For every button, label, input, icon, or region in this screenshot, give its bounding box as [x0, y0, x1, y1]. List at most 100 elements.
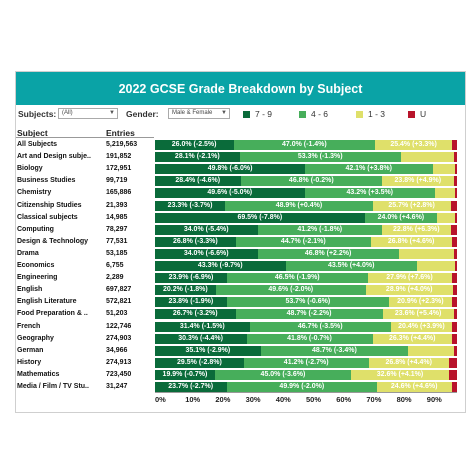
bar-segment-1-3[interactable]	[389, 297, 453, 308]
bar-segment-7-9[interactable]	[155, 176, 241, 187]
bar-segment-U[interactable]	[455, 188, 457, 199]
bar-segment-U[interactable]	[451, 236, 457, 247]
bar-segment-1-3[interactable]	[372, 333, 453, 344]
bar-segment-7-9[interactable]	[155, 382, 227, 392]
bar-segment-U[interactable]	[449, 357, 457, 368]
bar-segment-7-9[interactable]	[155, 164, 306, 175]
bar-segment-1-3[interactable]	[400, 152, 454, 163]
bar-segment-4-6[interactable]	[240, 176, 383, 187]
bar-segment-7-9[interactable]	[155, 212, 365, 223]
bar-segment-7-9[interactable]	[155, 248, 258, 259]
bar-segment-U[interactable]	[455, 164, 457, 175]
bar-segment-U[interactable]	[450, 224, 457, 235]
table-row[interactable]: French 122,746 31.4% (-1.5%) 46.7% (-3.5%) 2…	[16, 321, 465, 332]
bar-segment-1-3[interactable]	[435, 188, 456, 199]
bar-segment-7-9[interactable]	[155, 273, 228, 284]
bar-segment-1-3[interactable]	[408, 345, 454, 356]
table-row[interactable]: History 274,913 29.5% (-2.8%) 41.2% (-2.7%)…	[16, 357, 465, 368]
bar-segment-7-9[interactable]	[155, 224, 258, 235]
bar-segment-7-9[interactable]	[155, 309, 236, 320]
legend-item-u[interactable]: U	[408, 109, 426, 119]
bar-segment-1-3[interactable]	[390, 321, 453, 332]
bar-segment-4-6[interactable]	[257, 248, 399, 259]
bar-segment-4-6[interactable]	[304, 188, 436, 199]
bar-segment-4-6[interactable]	[216, 285, 366, 296]
bar-segment-7-9[interactable]	[155, 285, 216, 296]
table-row[interactable]: Computing 78,297 34.0% (-5.4%) 41.2% (-1.8%…	[16, 224, 465, 235]
table-row[interactable]: Chemistry 165,886 49.6% (-5.0%) 43.2% (+3.5…	[16, 188, 465, 199]
bar-segment-4-6[interactable]	[235, 236, 371, 247]
table-row[interactable]: Geography 274,903 30.3% (-4.4%) 41.8% (-0.7…	[16, 333, 465, 344]
table-row[interactable]: Food Preparation & .. 51,203 26.7% (-3.2%)…	[16, 309, 465, 320]
table-row[interactable]: Biology 172,951 49.8% (-6.0%) 42.1% (+3.8%)	[16, 164, 465, 175]
legend-item-1-3[interactable]: 1 - 3	[356, 109, 385, 119]
bar-segment-4-6[interactable]	[226, 382, 378, 392]
bar-segment-1-3[interactable]	[377, 382, 452, 392]
bar-segment-U[interactable]	[454, 261, 457, 271]
bar-segment-U[interactable]	[453, 285, 457, 296]
table-row[interactable]: Economics 6,755 43.3% (-9.7%) 43.5% (+4.0%)	[16, 261, 465, 271]
legend-item-7-9[interactable]: 7 - 9	[243, 109, 272, 119]
table-row[interactable]: Design & Technology 77,531 26.8% (-3.3%) 44…	[16, 236, 465, 247]
bar-segment-1-3[interactable]	[373, 200, 451, 211]
bar-segment-7-9[interactable]	[155, 152, 240, 163]
bar-segment-4-6[interactable]	[215, 369, 351, 380]
table-row[interactable]: Drama 53,185 34.0% (-6.6%) 46.8% (+2.2%)	[16, 248, 465, 259]
bar-segment-7-9[interactable]	[155, 369, 216, 380]
bar-segment-U[interactable]	[455, 212, 457, 223]
bar-segment-1-3[interactable]	[350, 369, 450, 380]
bar-segment-1-3[interactable]	[370, 236, 452, 247]
bar-segment-4-6[interactable]	[257, 224, 383, 235]
bar-segment-1-3[interactable]	[432, 164, 456, 175]
bar-segment-7-9[interactable]	[155, 357, 245, 368]
bar-segment-7-9[interactable]	[155, 297, 227, 308]
bar-segment-4-6[interactable]	[246, 333, 373, 344]
table-row[interactable]: Media / Film / TV Stu.. 31,247 23.7% (-2.7…	[16, 382, 465, 392]
bar-segment-4-6[interactable]	[227, 273, 368, 284]
table-row[interactable]: Art and Design subje.. 191,852 28.1% (-2.1…	[16, 152, 465, 163]
bar-segment-1-3[interactable]	[399, 248, 454, 259]
gender-filter-select[interactable]: Male & Female ▼	[168, 108, 230, 119]
bar-segment-1-3[interactable]	[367, 273, 452, 284]
bar-segment-7-9[interactable]	[155, 261, 286, 271]
bar-segment-1-3[interactable]	[382, 224, 451, 235]
bar-segment-1-3[interactable]	[417, 261, 455, 271]
bar-segment-4-6[interactable]	[225, 200, 374, 211]
bar-segment-4-6[interactable]	[261, 345, 409, 356]
bar-segment-1-3[interactable]	[382, 309, 454, 320]
table-row[interactable]: Classical subjects 14,985 69.5% (-7.8%) 24.…	[16, 212, 465, 223]
bar-segment-1-3[interactable]	[375, 140, 453, 150]
bar-segment-U[interactable]	[451, 382, 457, 392]
bar-segment-4-6[interactable]	[244, 357, 369, 368]
bar-segment-U[interactable]	[450, 200, 457, 211]
table-row[interactable]: All Subjects 5,219,563 26.0% (-2.5%) 47.0% …	[16, 140, 465, 150]
bar-segment-4-6[interactable]	[233, 140, 376, 150]
bar-segment-7-9[interactable]	[155, 140, 234, 150]
bar-segment-4-6[interactable]	[364, 212, 438, 223]
bar-segment-7-9[interactable]	[155, 345, 261, 356]
bar-segment-7-9[interactable]	[155, 236, 236, 247]
bar-segment-U[interactable]	[453, 248, 457, 259]
bar-segment-7-9[interactable]	[155, 333, 247, 344]
bar-segment-4-6[interactable]	[285, 261, 418, 271]
table-row[interactable]: Mathematics 723,450 19.9% (-0.7%) 45.0% (-3…	[16, 369, 465, 380]
bar-segment-4-6[interactable]	[226, 297, 390, 308]
bar-segment-U[interactable]	[453, 309, 457, 320]
bar-segment-4-6[interactable]	[305, 164, 433, 175]
bar-segment-U[interactable]	[453, 176, 457, 187]
table-row[interactable]: Business Studies 99,719 28.4% (-4.6%) 46.8%…	[16, 176, 465, 187]
bar-segment-4-6[interactable]	[239, 152, 401, 163]
table-row[interactable]: Engineering 2,289 23.9% (-6.9%) 46.5% (-1.9…	[16, 273, 465, 284]
bar-segment-7-9[interactable]	[155, 200, 226, 211]
bar-segment-U[interactable]	[452, 321, 457, 332]
bar-segment-7-9[interactable]	[155, 188, 305, 199]
bar-segment-U[interactable]	[453, 152, 457, 163]
bar-segment-7-9[interactable]	[155, 321, 250, 332]
bar-segment-4-6[interactable]	[249, 321, 391, 332]
bar-segment-U[interactable]	[452, 333, 457, 344]
legend-item-4-6[interactable]: 4 - 6	[299, 109, 328, 119]
bar-segment-1-3[interactable]	[437, 212, 456, 223]
bar-segment-U[interactable]	[453, 345, 457, 356]
table-row[interactable]: English 697,827 20.2% (-1.8%) 49.6% (-2.0%)…	[16, 285, 465, 296]
subjects-filter-select[interactable]: (All) ▼	[58, 108, 118, 119]
